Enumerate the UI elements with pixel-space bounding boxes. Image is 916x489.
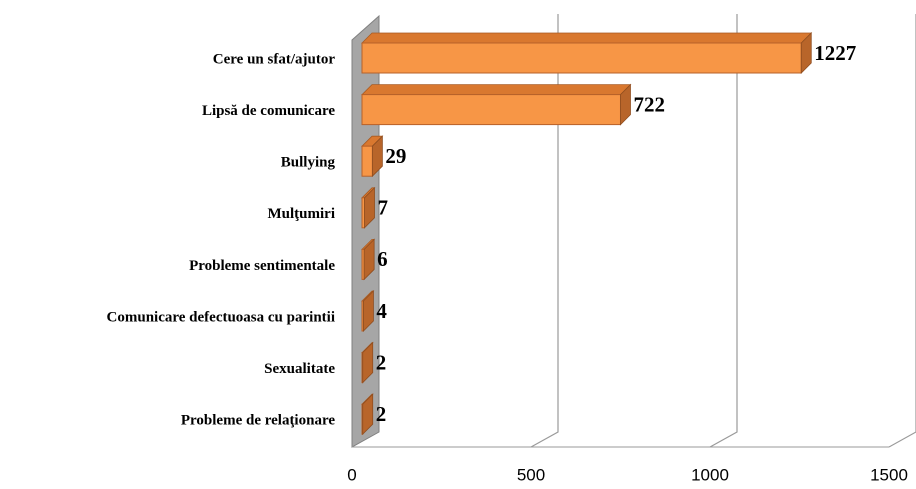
bar-side <box>364 186 375 229</box>
bar-side <box>620 83 631 126</box>
x-tick-label: 1500 <box>870 465 908 484</box>
category-label: Probleme de relaţionare <box>181 413 335 429</box>
grid-line <box>888 14 916 448</box>
bar-front <box>361 94 621 126</box>
x-tick-label: 1000 <box>691 465 729 484</box>
value-label: 7 <box>378 196 389 220</box>
x-tick-label: 0 <box>347 465 356 484</box>
value-label: 4 <box>376 299 387 323</box>
bar <box>361 186 376 229</box>
category-label: Sexualitate <box>264 361 335 377</box>
bar-side <box>800 32 812 74</box>
bar <box>361 290 375 332</box>
bar-side <box>363 238 375 281</box>
bar <box>361 135 384 178</box>
bar-side <box>363 290 374 332</box>
category-label: Lipsă de comunicare <box>202 103 335 119</box>
x-tick-label: 500 <box>517 465 545 484</box>
category-label: Bullying <box>281 155 336 171</box>
value-label: 6 <box>377 247 388 271</box>
bar <box>361 83 632 126</box>
bar <box>361 341 374 384</box>
category-label: Mulţumiri <box>268 206 336 222</box>
bar-side <box>371 135 383 178</box>
bar-front <box>361 145 373 177</box>
bar <box>361 32 813 74</box>
value-label: 1227 <box>814 41 856 65</box>
value-label: 2 <box>376 350 387 374</box>
grid-line <box>709 14 738 448</box>
value-label: 29 <box>385 144 406 168</box>
bar-top <box>361 32 813 44</box>
category-label: Probleme sentimentale <box>189 258 335 274</box>
category-label: Cere un sfat/ajutor <box>213 51 336 67</box>
value-label: 722 <box>633 92 665 116</box>
bar-front <box>361 42 802 74</box>
value-label: 2 <box>376 402 387 426</box>
grid-line <box>530 14 559 448</box>
side-wall <box>351 14 380 448</box>
bar <box>361 393 374 436</box>
bar-top <box>361 84 632 95</box>
bar-side <box>362 393 374 436</box>
bar <box>361 238 376 281</box>
category-label: Comunicare defectuoasa cu parintii <box>107 309 335 325</box>
bar-side <box>362 341 374 384</box>
